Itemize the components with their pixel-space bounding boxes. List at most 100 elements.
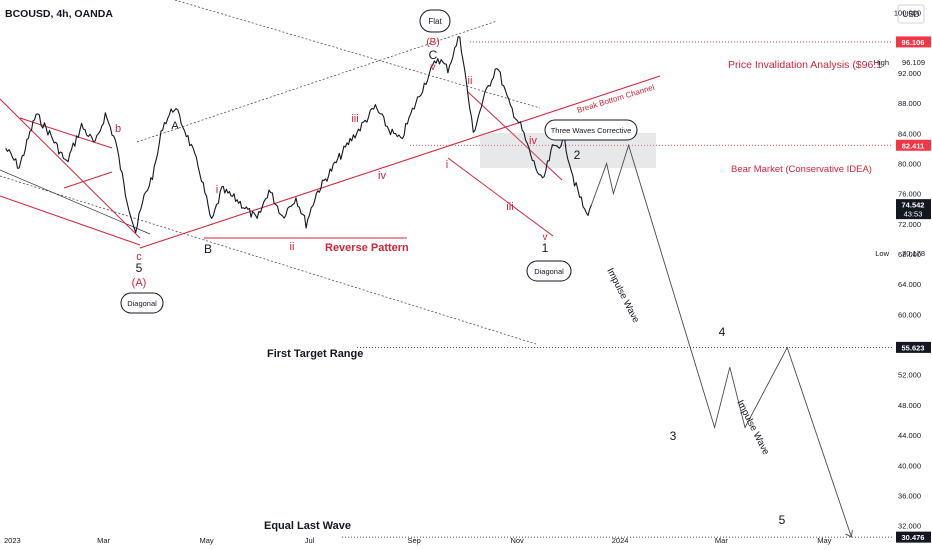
y-tick-label: 68.000	[898, 250, 921, 259]
high-label: High	[874, 58, 889, 67]
wave-label: i	[216, 184, 218, 196]
price-tag-value: 96.106	[902, 38, 925, 47]
correction-channel-lower	[447, 157, 554, 237]
x-tick-label: Mar	[715, 536, 728, 545]
y-tick-label: 72.000	[898, 220, 921, 229]
price-tag-box	[896, 531, 931, 543]
wave-label: c	[136, 251, 142, 263]
three-waves-callout-box	[544, 119, 638, 141]
diagonal-callout-label-2: Diagonal	[534, 267, 564, 276]
wave-label: i	[446, 159, 448, 171]
upper-channel-line	[174, 0, 541, 109]
wave-label: iii	[506, 201, 513, 213]
y-tick-label: 36.000	[898, 491, 921, 500]
wave-label: 4	[719, 325, 726, 339]
price-tag-value: 55.623	[902, 343, 925, 352]
projection-path	[590, 143, 852, 538]
symbol-title: BCOUSD, 4h, OANDA	[5, 8, 113, 20]
y-tick-label: 84.000	[898, 129, 921, 138]
wave-label: C	[429, 48, 438, 62]
wave-label: iv	[529, 135, 537, 147]
x-tick-label: 2024	[612, 536, 629, 545]
diagonal-callout-box-1	[120, 292, 164, 314]
x-tick-label: May	[199, 536, 213, 545]
wave-label: ii	[468, 75, 473, 87]
y-tick-label: 60.000	[898, 310, 921, 319]
wave-label: (B)	[426, 37, 439, 48]
reverse-pattern-label: Reverse Pattern	[325, 242, 409, 254]
y-tick-label: 64.000	[898, 280, 921, 289]
x-tick-label: Mar	[97, 536, 110, 545]
price-scale-background	[895, 0, 932, 550]
wave-label: v	[543, 232, 548, 243]
price-line	[5, 36, 592, 234]
first-target-label: First Target Range	[267, 348, 363, 360]
wave-label: 1	[542, 241, 549, 255]
wave-label: ii	[290, 241, 295, 253]
red-wedge-top	[19, 117, 113, 149]
y-tick-label: 32.000	[898, 522, 921, 531]
price-tag-box	[896, 341, 931, 353]
wave-label: 5	[136, 261, 143, 275]
x-tick-label: Sep	[408, 536, 421, 545]
price-tag-value: 82.411	[902, 141, 925, 150]
equal-last-wave-label: Equal Last Wave	[264, 520, 351, 532]
high-value: 96.109	[902, 58, 925, 67]
x-tick-label: Nov	[510, 536, 524, 545]
price-invalidation-label: Price Invalidation Analysis ($96.1	[728, 59, 882, 71]
wave-label: 3	[670, 429, 677, 443]
diagonal-callout-label-1: Diagonal	[127, 299, 157, 308]
y-tick-label: 48.000	[898, 401, 921, 410]
low-label: Low	[875, 249, 889, 258]
wave-label: iv	[378, 170, 386, 182]
price-scale: USD 100.00096.00092.00088.00084.00080.00…	[874, 0, 932, 550]
price-tag-countdown: 43:53	[904, 210, 923, 219]
wave-label: b	[115, 123, 121, 135]
x-axis-ticks: 2023 Mar May Jul Sep Nov 2024 Mar May	[4, 536, 832, 545]
price-layer	[5, 36, 592, 234]
wave-label: (A)	[132, 277, 147, 289]
wave-label: v	[431, 62, 436, 73]
wave-label: 5	[779, 513, 786, 527]
wave-label: B	[204, 242, 212, 256]
break-bottom-channel-line	[139, 75, 661, 249]
low-value: 70.178	[902, 249, 925, 258]
x-tick-label: Jul	[305, 536, 315, 545]
red-wedge-bottom	[63, 171, 113, 189]
projection-layer	[590, 143, 853, 538]
wave-label: A	[171, 120, 179, 132]
lower-channel-line	[0, 175, 537, 345]
bear-market-label: Bear Market (Conservative IDEA)	[731, 164, 872, 175]
price-tag-value: 30.476	[902, 533, 925, 542]
y-tick-label: 44.000	[898, 431, 921, 440]
price-tag-box	[896, 139, 931, 151]
diagonal-callout-box-2	[526, 260, 572, 282]
three-waves-callout-label: Three Waves Corrective	[551, 126, 632, 135]
flat-callout-label: Flat	[428, 17, 442, 26]
y-tick-label: 40.000	[898, 461, 921, 470]
price-tag-box	[896, 36, 931, 48]
wave-label: iii	[351, 113, 358, 125]
y-tick-label: 76.000	[898, 190, 921, 199]
y-tick-label: 88.000	[898, 99, 921, 108]
red-diagonal-upper	[0, 98, 141, 239]
x-tick-label: May	[817, 536, 831, 545]
currency-button[interactable]	[897, 4, 925, 24]
y-tick-label: 92.000	[898, 69, 921, 78]
flat-channel-line	[136, 20, 498, 143]
red-diagonal-lower	[0, 195, 141, 246]
currency-label: USD	[903, 10, 920, 19]
wave-label: 2	[574, 148, 581, 162]
y-tick-label: 52.000	[898, 371, 921, 380]
flat-callout-box	[419, 9, 451, 33]
y-tick-label: 80.000	[898, 159, 921, 168]
y-tick-label: 100.000	[894, 9, 921, 18]
projection-arrow-head	[845, 529, 853, 538]
x-tick-label: 2023	[4, 536, 21, 545]
price-tag-value: 74.542	[902, 201, 925, 210]
price-tag-box	[896, 199, 931, 220]
callouts: Flat Diagonal Diagonal Three Waves Corre…	[120, 9, 638, 314]
